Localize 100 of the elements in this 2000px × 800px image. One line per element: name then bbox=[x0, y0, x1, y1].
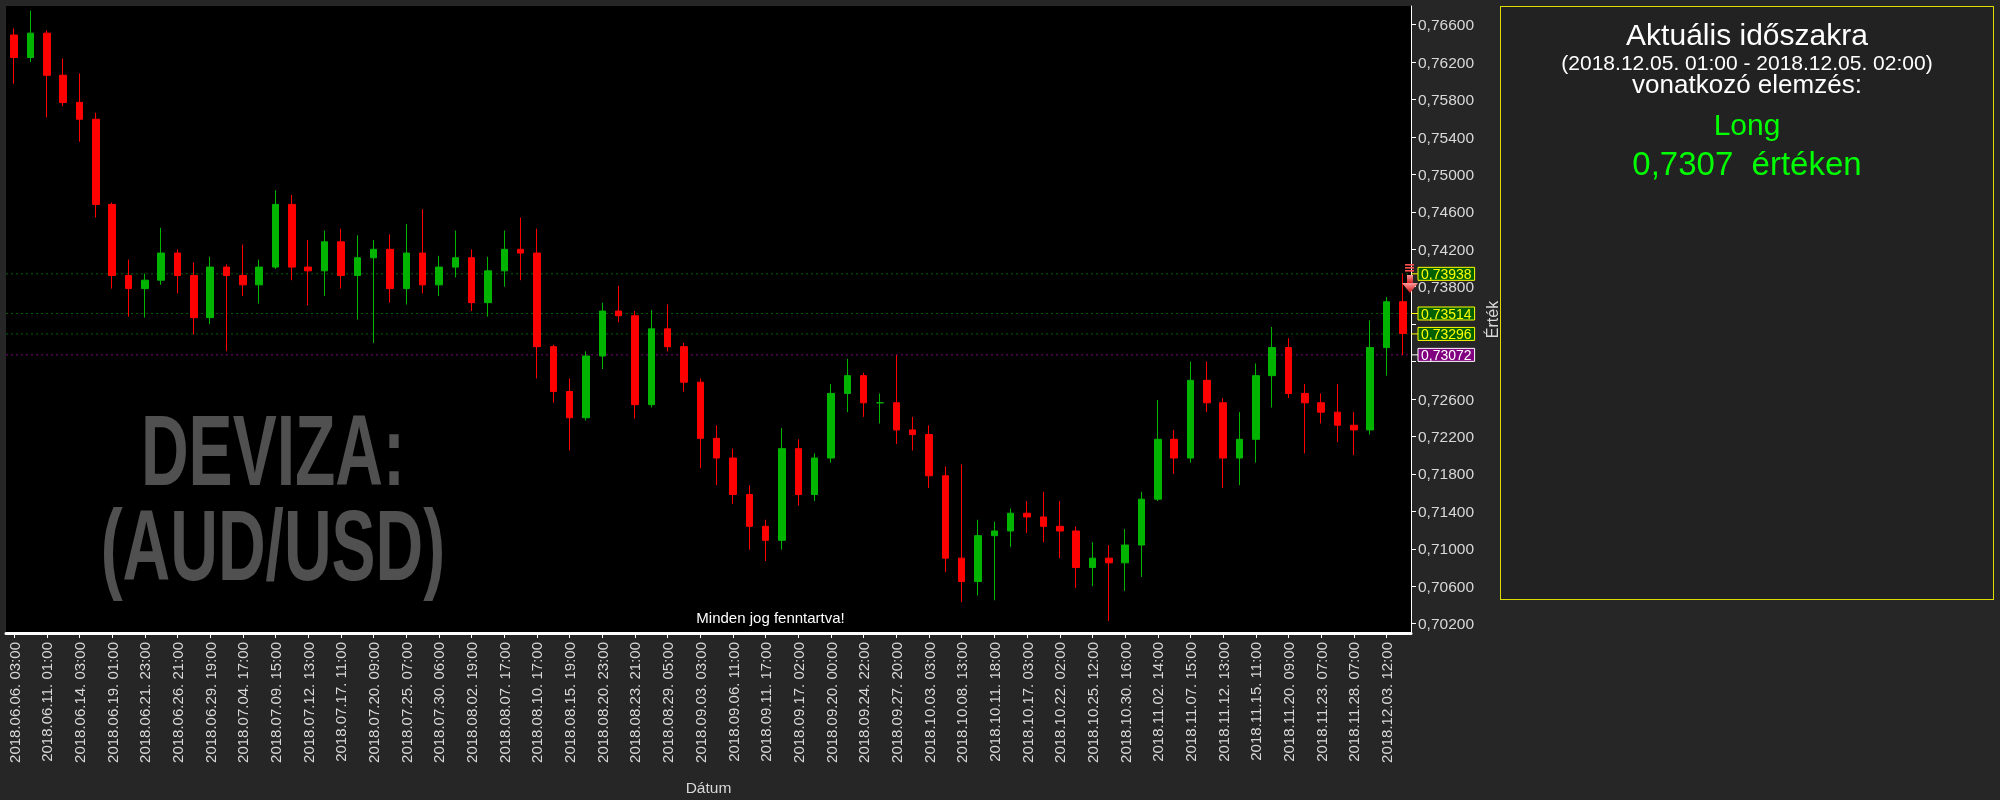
candlestick bbox=[827, 383, 835, 464]
candlestick bbox=[1187, 361, 1194, 464]
candlestick bbox=[1285, 337, 1292, 399]
candlestick bbox=[1023, 500, 1031, 534]
x-tick-label: 2018.07.12. 13:00 bbox=[299, 642, 317, 763]
x-tick-label: 2018.09.06. 11:00 bbox=[724, 642, 742, 762]
text: DEVIZA: (AUD/USD) bbox=[100, 394, 446, 602]
candlestick bbox=[1170, 429, 1178, 475]
candlestick bbox=[1056, 500, 1064, 559]
candlestick bbox=[76, 72, 83, 143]
candlestick bbox=[844, 358, 851, 413]
candlestick bbox=[729, 448, 737, 505]
candlestick bbox=[582, 350, 590, 422]
x-tick-label: 2018.09.20. 00:00 bbox=[822, 642, 840, 763]
candlestick bbox=[746, 484, 753, 551]
y-tick-label: 0,75000 bbox=[1418, 165, 1475, 183]
candlestick bbox=[1252, 362, 1260, 464]
ref-line-label: 0,73072 bbox=[1421, 347, 1472, 364]
candlestick bbox=[1121, 528, 1129, 592]
candlestick bbox=[1301, 383, 1309, 454]
candlestick bbox=[174, 248, 181, 294]
candlestick bbox=[778, 427, 786, 551]
x-tick-label: 2018.06.29. 19:00 bbox=[201, 642, 219, 763]
candlestick bbox=[942, 465, 949, 573]
candlestick bbox=[631, 310, 639, 420]
x-tick-label: 2018.11.02. 14:00 bbox=[1149, 642, 1167, 762]
x-tick-label: 2018.10.08. 13:00 bbox=[953, 642, 971, 763]
candlestick bbox=[1007, 508, 1014, 548]
y-tick-label: 0,76200 bbox=[1418, 53, 1475, 71]
candlestick bbox=[288, 194, 296, 281]
y-tick-label: 0,75400 bbox=[1418, 128, 1475, 146]
x-tick-label: 2018.12.03. 12:00 bbox=[1377, 642, 1395, 763]
x-tick-label: 2018.07.30. 06:00 bbox=[430, 642, 448, 763]
x-tick-label: 2018.06.21. 23:00 bbox=[136, 642, 154, 763]
ref-line-label: 0,73938 bbox=[1421, 266, 1472, 283]
candlestick bbox=[141, 273, 149, 319]
x-tick-label: 2018.11.20. 09:00 bbox=[1279, 642, 1297, 762]
x-tick-label: 2018.08.29. 05:00 bbox=[659, 642, 677, 763]
x-tick-label: 2018.10.22. 02:00 bbox=[1051, 642, 1069, 763]
y-tick-label: 0,76600 bbox=[1418, 16, 1475, 34]
y-tick-label: 0,74200 bbox=[1418, 240, 1475, 258]
y-tick-label: 0,71000 bbox=[1418, 540, 1475, 558]
candlestick bbox=[795, 438, 802, 507]
x-tick-label: 2018.08.07. 17:00 bbox=[495, 642, 513, 763]
y-tick-label: 0,75800 bbox=[1418, 91, 1475, 109]
candlestick bbox=[272, 189, 279, 270]
text: 0,7307 értéken bbox=[1631, 145, 1863, 182]
annotation: Minden jog fenntartva! bbox=[696, 608, 845, 626]
x-tick-label: 2018.09.03. 03:00 bbox=[691, 642, 709, 763]
text: Long bbox=[1712, 108, 1782, 141]
candlestick bbox=[337, 228, 345, 290]
candlestick bbox=[484, 256, 492, 318]
candlestick bbox=[876, 392, 884, 424]
candlestick bbox=[206, 256, 214, 325]
candlestick bbox=[680, 342, 688, 393]
candlestick bbox=[223, 263, 230, 352]
y-tick-label: 0,72200 bbox=[1418, 427, 1475, 445]
candlestick bbox=[386, 233, 394, 304]
x-tick-label: 2018.08.10. 17:00 bbox=[528, 642, 546, 763]
x-tick-label: 2018.07.17. 11:00 bbox=[332, 642, 350, 762]
candlestick bbox=[10, 27, 18, 85]
x-axis-title: Dátum bbox=[685, 778, 732, 796]
candlestick bbox=[599, 302, 606, 370]
candlestick bbox=[1089, 541, 1096, 587]
candlestick bbox=[566, 377, 573, 452]
x-tick-label: 2018.07.04. 17:00 bbox=[234, 642, 252, 763]
candlestick bbox=[1334, 383, 1341, 443]
candlestick bbox=[811, 452, 818, 502]
candlestick bbox=[697, 377, 704, 469]
x-tick-label: 2018.09.17. 02:00 bbox=[789, 642, 807, 763]
y-tick-label: 0,71400 bbox=[1418, 502, 1475, 520]
y-tick-label: 0,74600 bbox=[1418, 203, 1475, 221]
x-tick-label: 2018.11.23. 07:00 bbox=[1312, 642, 1330, 762]
candlestick bbox=[108, 202, 116, 290]
candlestick bbox=[370, 239, 377, 344]
candlestick bbox=[648, 309, 655, 408]
x-tick-label: 2018.07.20. 09:00 bbox=[365, 642, 383, 763]
candlestick bbox=[27, 10, 34, 63]
candlestick bbox=[304, 239, 312, 306]
candlestick bbox=[974, 519, 982, 597]
candlestick bbox=[1219, 397, 1227, 489]
candlestick bbox=[1236, 411, 1243, 486]
candlestick bbox=[1154, 399, 1162, 502]
candlestick bbox=[1366, 319, 1374, 436]
candlestick bbox=[468, 248, 475, 312]
candlestick bbox=[550, 344, 557, 404]
candlestick bbox=[615, 285, 622, 323]
candlestick bbox=[1350, 411, 1358, 456]
candlestick bbox=[713, 424, 720, 486]
candlestick bbox=[1138, 491, 1145, 578]
x-tick-label: 2018.09.11. 17:00 bbox=[757, 642, 775, 762]
candlestick bbox=[501, 230, 508, 288]
y-tick-label: 0,71800 bbox=[1418, 465, 1475, 483]
x-tick-label: 2018.07.09. 15:00 bbox=[267, 642, 285, 763]
x-tick-label: 2018.10.17. 03:00 bbox=[1018, 642, 1036, 763]
x-tick-label: 2018.11.12. 13:00 bbox=[1214, 642, 1232, 762]
candlestick bbox=[958, 464, 965, 603]
candlestick bbox=[354, 234, 361, 320]
candlestick bbox=[533, 228, 541, 379]
y-axis-title: Érték bbox=[1483, 299, 1502, 339]
